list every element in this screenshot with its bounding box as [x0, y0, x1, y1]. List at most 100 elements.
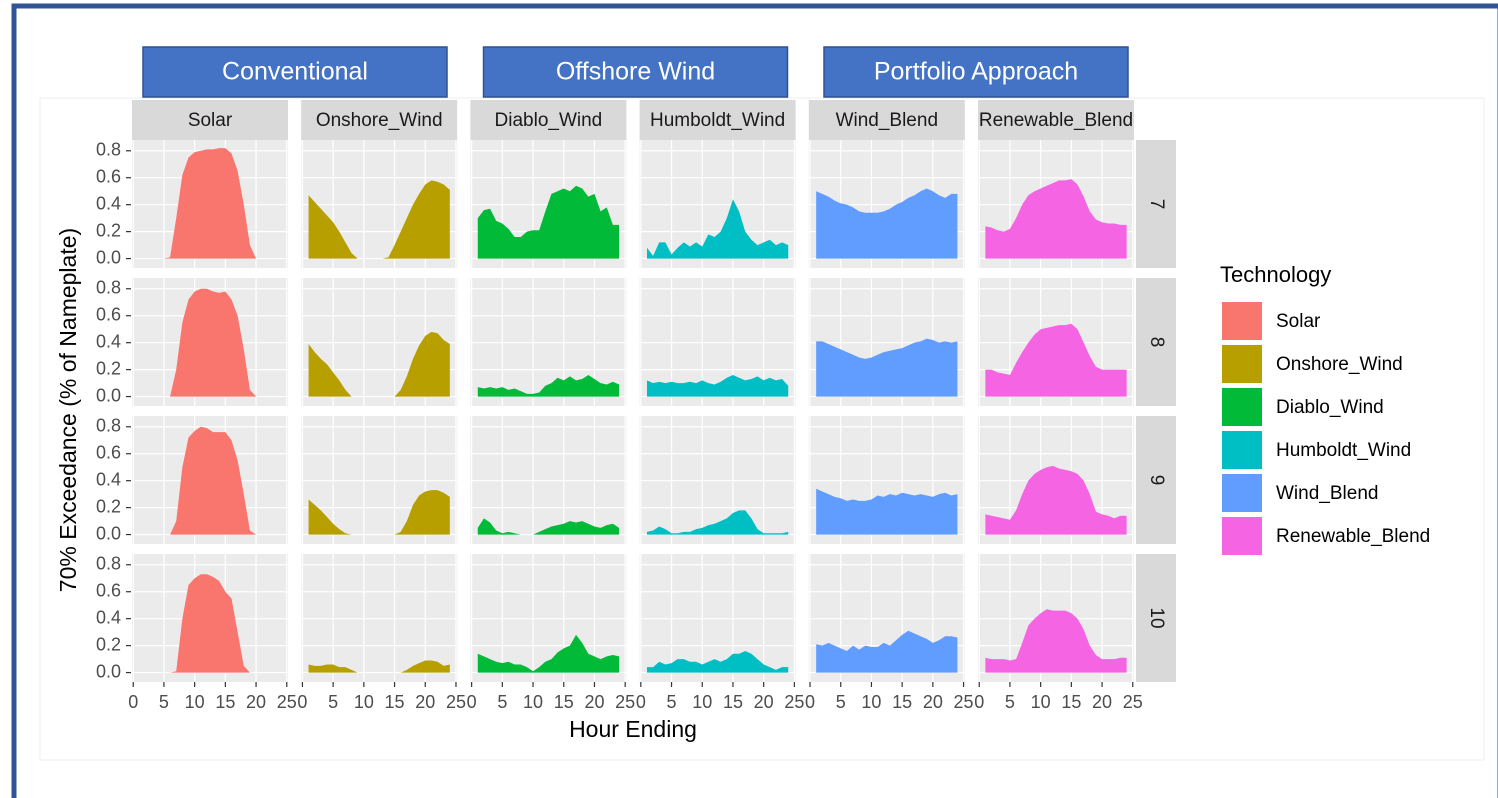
y-tick-label: 0.2 — [96, 634, 121, 654]
facet-strip — [301, 100, 458, 140]
x-tick-label: 20 — [1092, 692, 1112, 712]
x-tick-label: 10 — [861, 692, 881, 712]
y-tick-label: 0.2 — [96, 220, 121, 240]
row-strip — [1136, 140, 1176, 268]
group-header — [142, 46, 448, 98]
y-tick-label: 0.4 — [96, 331, 121, 351]
x-tick-label: 10 — [692, 692, 712, 712]
x-tick-label: 5 — [836, 692, 846, 712]
x-tick-label: 25 — [277, 692, 297, 712]
legend-label: Diablo_Wind — [1276, 397, 1384, 418]
group-header — [823, 46, 1129, 98]
area — [816, 338, 958, 397]
x-tick-label: 20 — [246, 692, 266, 712]
area — [477, 518, 620, 535]
x-tick-label: 15 — [385, 692, 405, 712]
legend-label: Renewable_Blend — [1276, 526, 1430, 547]
facet-strip-label: Diablo_Wind — [495, 110, 603, 131]
facet-strip — [470, 100, 627, 140]
panel-background — [470, 416, 627, 544]
y-tick-label: 0.4 — [96, 607, 121, 627]
y-tick-label: 0.6 — [96, 304, 121, 324]
y-tick-label: 0.0 — [96, 661, 121, 681]
area — [308, 660, 450, 673]
facet-strip-label: Wind_Blend — [836, 110, 938, 131]
facet-strip-label: Renewable_Blend — [979, 110, 1133, 131]
x-tick-label: 10 — [1031, 692, 1051, 712]
area — [477, 634, 620, 673]
x-tick-label: 25 — [784, 692, 804, 712]
x-tick-label: 0 — [805, 692, 815, 712]
x-tick-label: 25 — [615, 692, 635, 712]
x-tick-label: 10 — [185, 692, 205, 712]
area — [308, 490, 450, 535]
y-tick-label: 0.8 — [96, 554, 121, 574]
area — [139, 574, 281, 673]
x-tick-label: 10 — [354, 692, 374, 712]
legend-key — [1222, 345, 1262, 383]
area — [985, 323, 1127, 397]
area — [308, 180, 450, 259]
area — [477, 375, 620, 397]
legend-label: Humboldt_Wind — [1276, 440, 1411, 461]
group-header-label: Offshore Wind — [556, 58, 715, 86]
y-tick-label: 0.8 — [96, 278, 121, 298]
facet-strip-label: Onshore_Wind — [316, 110, 443, 131]
area — [985, 179, 1127, 259]
y-tick-label: 0.2 — [96, 358, 121, 378]
facet-strip — [639, 100, 796, 140]
x-tick-label: 5 — [497, 692, 507, 712]
x-tick-label: 25 — [954, 692, 974, 712]
x-tick-label: 15 — [215, 692, 235, 712]
y-tick-label: 0.0 — [96, 247, 121, 267]
x-tick-label: 0 — [974, 692, 984, 712]
area — [816, 630, 958, 673]
y-tick-label: 0.4 — [96, 469, 121, 489]
group-header-label: Conventional — [222, 58, 368, 86]
legend-label: Solar — [1276, 311, 1321, 332]
row-strip-label: 7 — [1146, 199, 1167, 210]
y-tick-label: 0.6 — [96, 166, 121, 186]
y-tick-label: 0.6 — [96, 442, 121, 462]
y-tick-label: 0.0 — [96, 385, 121, 405]
plot-outline — [39, 97, 1485, 761]
area — [646, 199, 789, 259]
area — [139, 148, 281, 259]
area — [816, 488, 958, 535]
x-tick-label: 15 — [554, 692, 574, 712]
row-strip-label: 10 — [1146, 607, 1167, 628]
x-tick-label: 20 — [923, 692, 943, 712]
x-tick-label: 15 — [723, 692, 743, 712]
area — [985, 609, 1127, 673]
area — [308, 331, 450, 397]
y-axis-title: 70% Exceedance (% of Nameplate) — [55, 228, 81, 592]
area — [646, 510, 789, 535]
y-tick-label: 0.8 — [96, 140, 121, 160]
area — [646, 375, 789, 397]
area — [139, 288, 281, 397]
x-tick-label: 0 — [636, 692, 646, 712]
legend-key — [1222, 388, 1262, 426]
facet-strip-label: Solar — [188, 110, 233, 131]
group-header — [482, 46, 789, 98]
legend-label: Wind_Blend — [1276, 483, 1378, 504]
area — [139, 426, 281, 535]
x-tick-label: 5 — [328, 692, 338, 712]
legend-key — [1222, 431, 1262, 469]
x-axis-title: Hour Ending — [569, 716, 697, 742]
legend-key — [1222, 474, 1262, 512]
row-strip — [1136, 416, 1176, 544]
facet-strip — [808, 100, 965, 140]
x-tick-label: 20 — [584, 692, 604, 712]
group-header-label: Portfolio Approach — [874, 58, 1078, 86]
row-strip-label: 9 — [1146, 475, 1167, 486]
x-tick-label: 25 — [446, 692, 466, 712]
x-tick-label: 15 — [892, 692, 912, 712]
x-tick-label: 5 — [159, 692, 169, 712]
x-tick-label: 20 — [415, 692, 435, 712]
x-tick-label: 5 — [1005, 692, 1015, 712]
row-strip — [1136, 554, 1176, 682]
x-tick-label: 10 — [523, 692, 543, 712]
